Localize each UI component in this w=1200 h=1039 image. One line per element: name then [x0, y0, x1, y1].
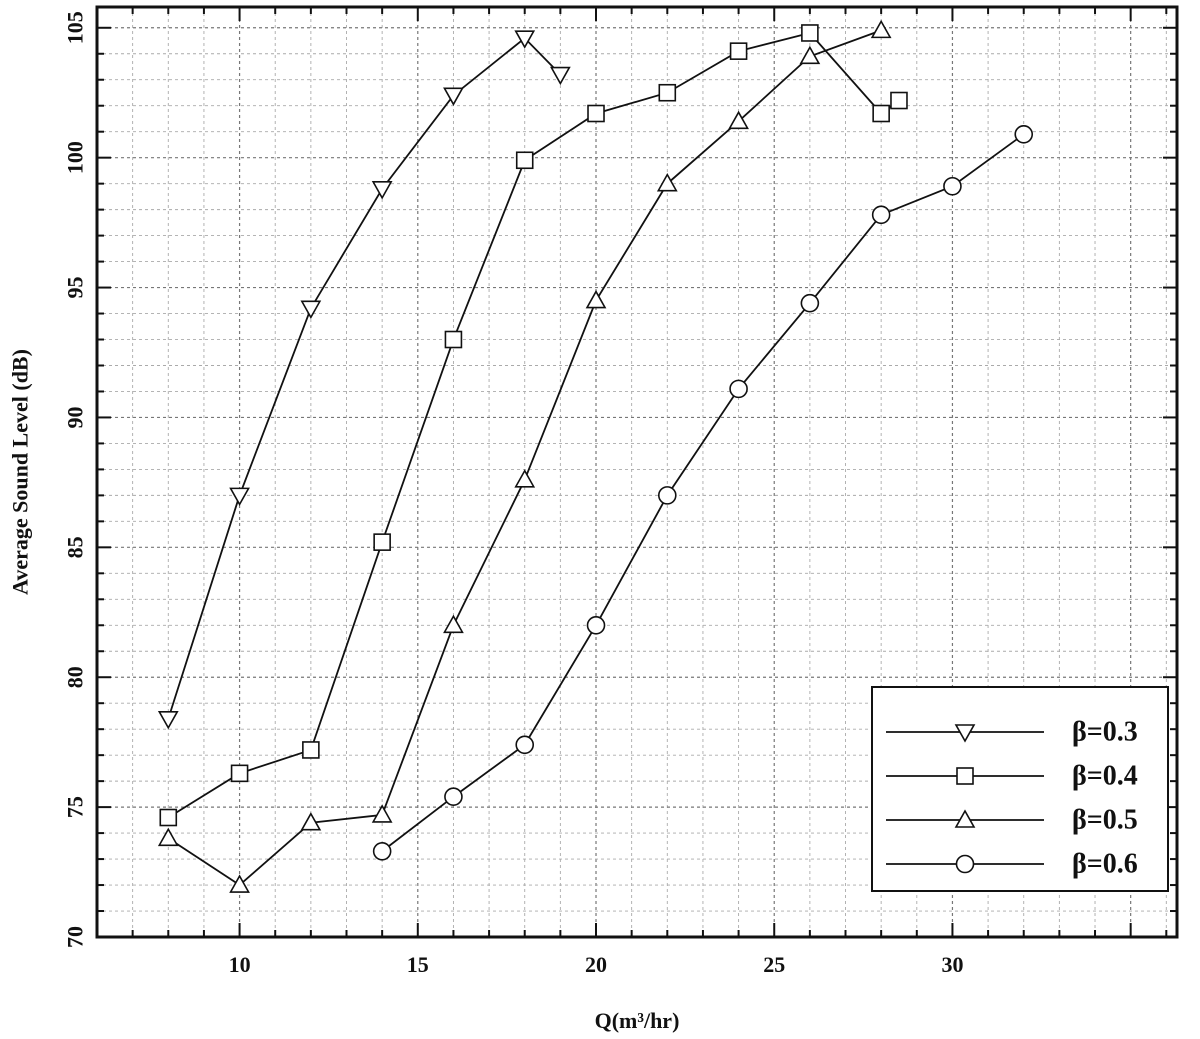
series-line [167, 31, 900, 819]
data-point [300, 300, 322, 319]
y-tick-label: 100 [63, 141, 88, 174]
data-point [728, 110, 749, 130]
legend-label: β=0.6 [1072, 849, 1138, 880]
y-tick-label: 80 [63, 666, 88, 688]
data-point [229, 487, 250, 507]
data-point [372, 841, 392, 861]
series-line [167, 36, 562, 720]
legend-marker [954, 724, 976, 743]
x-tick-label: 20 [585, 952, 607, 977]
legend-marker [955, 854, 975, 874]
legend-marker [956, 767, 974, 785]
y-tick-label: 75 [63, 796, 88, 818]
data-point [658, 83, 677, 102]
data-point [515, 151, 534, 170]
data-point [585, 289, 607, 309]
data-point [943, 176, 962, 196]
data-point [371, 181, 393, 200]
data-point [729, 379, 748, 399]
data-point [801, 24, 819, 42]
data-point [514, 469, 536, 488]
series-square [159, 24, 908, 827]
y-tick-label: 70 [63, 926, 88, 948]
data-point [157, 710, 179, 730]
data-point [890, 91, 908, 110]
data-point [729, 42, 748, 60]
x-tick-label: 10 [229, 952, 251, 977]
legend-item: β=0.5 [886, 805, 1138, 836]
y-tick-label: 85 [63, 536, 88, 558]
data-point [159, 808, 178, 827]
series-triangle-up [157, 19, 892, 893]
y-tick-label: 105 [63, 11, 88, 44]
legend-item: β=0.6 [886, 849, 1138, 880]
y-tick-label: 95 [63, 277, 88, 299]
x-tick-label: 25 [763, 952, 785, 977]
legend-label: β=0.3 [1072, 717, 1138, 748]
data-point [1014, 124, 1034, 144]
data-point [443, 614, 464, 634]
data-point [230, 764, 249, 783]
data-point [229, 874, 250, 893]
legend-label: β=0.4 [1072, 761, 1138, 792]
tick-labels: 10 15 20 25 30 70 75 80 85 90 95 100 105 [63, 11, 964, 977]
legend-label: β=0.5 [1072, 805, 1138, 836]
legend-marker [954, 809, 976, 828]
data-point [587, 104, 605, 123]
data-point [371, 804, 393, 823]
data-point [373, 533, 391, 551]
legend: β=0.3 β=0.4 β=0.5 β=0.6 [871, 686, 1169, 892]
data-point [444, 787, 463, 807]
series-circle [372, 124, 1034, 861]
legend-item: β=0.3 [886, 717, 1138, 748]
data-point [157, 827, 179, 847]
data-point [444, 330, 463, 349]
plot-frame [95, 5, 1179, 939]
data-point [800, 293, 820, 313]
grid [96, 7, 1177, 937]
x-tick-label: 30 [941, 952, 963, 977]
data-point [870, 19, 892, 39]
y-tick-label: 90 [63, 406, 88, 428]
data-point [657, 486, 677, 505]
data-point [871, 205, 891, 225]
data-point [515, 735, 535, 755]
series-layer [157, 19, 1034, 893]
data-point [586, 615, 606, 635]
data-point [872, 104, 890, 123]
data-point [300, 812, 322, 831]
data-point [514, 30, 536, 49]
x-tick-label: 15 [407, 952, 429, 977]
series-triangle-down [157, 30, 571, 730]
x-axis-title: Q(m³/hr) [595, 1008, 680, 1033]
data-point [549, 66, 571, 86]
legend-item: β=0.4 [886, 761, 1138, 792]
series-line [381, 133, 1025, 852]
ticks [96, 7, 1177, 938]
data-point [656, 173, 678, 192]
data-point [443, 87, 464, 106]
data-point [302, 741, 320, 759]
y-axis-title: Average Sound Level (dB) [8, 349, 33, 595]
legend-box [871, 686, 1169, 892]
data-point [799, 45, 821, 65]
